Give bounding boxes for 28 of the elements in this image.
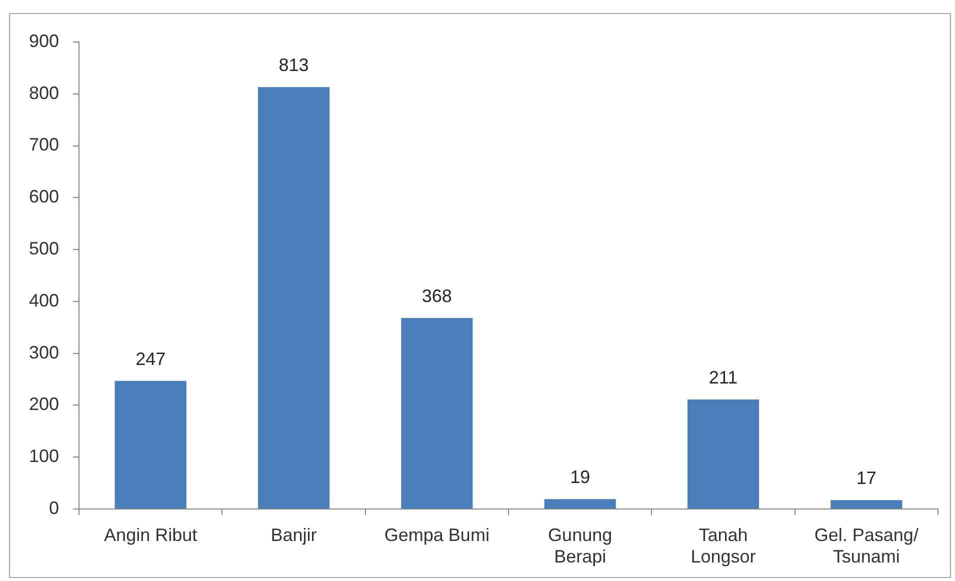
- y-tick-label: 500: [28, 238, 59, 259]
- bar: [544, 499, 616, 508]
- y-tick-label: 200: [28, 394, 59, 414]
- x-tick-label: Angin Ribut: [104, 524, 198, 545]
- data-label: 19: [570, 467, 590, 488]
- data-label: 247: [136, 348, 166, 369]
- y-tick-label: 300: [28, 342, 59, 362]
- x-tick-label: Gunung Berapi: [548, 524, 612, 566]
- y-tick-label: 600: [28, 186, 59, 207]
- y-tick-label: 400: [28, 290, 59, 310]
- x-tick-label: Banjir: [270, 524, 317, 545]
- data-label: 813: [278, 55, 309, 76]
- bar: [687, 400, 760, 508]
- x-tick-label: Gempa Bumi: [384, 524, 490, 545]
- x-tick-label: Tanah Longsor: [690, 524, 756, 566]
- bar: [114, 380, 186, 508]
- y-tick-label: 100: [28, 446, 59, 466]
- bar: [258, 87, 330, 508]
- y-tick-label: 700: [28, 134, 59, 155]
- bar: [830, 500, 902, 508]
- data-label: 17: [856, 468, 876, 488]
- bar: [401, 318, 473, 508]
- data-label: 211: [708, 368, 738, 388]
- data-label: 368: [422, 286, 452, 306]
- x-tick-label: Gel. Pasang/ Tsunami: [814, 524, 918, 566]
- y-tick-label: 800: [28, 82, 59, 103]
- y-tick-label: 0: [48, 498, 59, 518]
- y-tick-label: 900: [28, 30, 59, 51]
